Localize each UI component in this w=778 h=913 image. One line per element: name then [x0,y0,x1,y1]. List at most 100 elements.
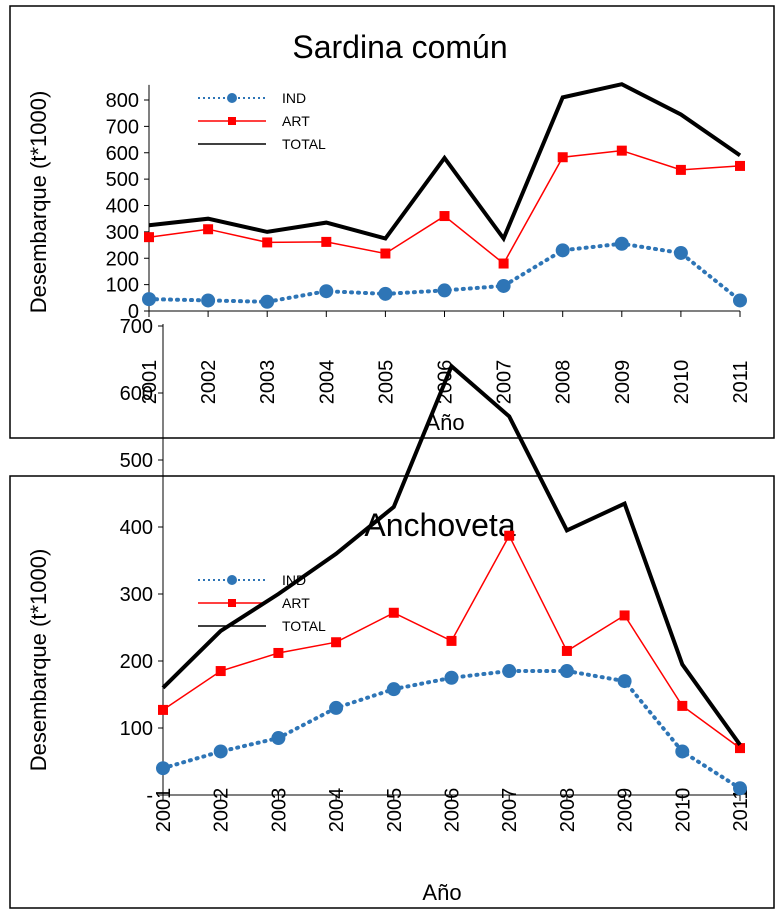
point-ind [213,744,228,759]
x-tick-label: 2009 [612,360,634,405]
y-tick-label: 200 [120,651,153,673]
point-art [203,224,214,235]
series-line-total [148,82,742,243]
y-tick-label: 800 [106,90,139,112]
x-tick-label: 2011 [730,360,752,403]
point-art [144,232,154,243]
point-ind [733,293,747,308]
x-tick-label: 2010 [671,360,693,405]
y-tick-label: 600 [106,143,139,165]
legend-marker-ind [227,575,237,585]
point-ind [614,236,629,251]
legend-label-ind: IND [282,572,306,588]
series-line-ind [161,669,742,791]
series-line-art [148,149,741,265]
point-ind [555,243,570,258]
y-tick-label: 600 [120,383,153,405]
point-ind [496,278,511,293]
x-tick-label: 2005 [384,788,406,833]
y-tick-label: 500 [106,169,139,191]
point-art [677,700,688,711]
point-art [504,530,515,541]
point-art [675,164,686,175]
point-ind [319,284,334,299]
point-art [498,258,509,269]
point-art [557,152,568,163]
chart-frame-1 [9,5,775,439]
point-ind [502,664,517,679]
point-art [273,647,284,658]
legend-marker-art [228,117,236,125]
y-tick-label: - [146,785,153,807]
x-tick-label: 2001 [153,788,175,833]
point-ind [673,245,688,260]
point-ind [142,292,156,307]
x-tick-label: 2001 [139,360,161,405]
point-ind [260,294,275,309]
chart-2: - 100 200 300 400 500 600 700 2001 2002 2003 2004 20… [120,316,752,832]
y-tick-label: 100 [106,275,139,297]
y-tick-label: 400 [120,517,153,539]
point-art [561,645,572,656]
legend-label-total: TOTAL [282,136,326,152]
point-art [388,607,399,618]
point-ind [733,781,747,796]
x-tick-label: 2007 [499,788,521,833]
point-ind [559,664,574,679]
x-tick-label: 2007 [494,360,516,405]
x-tick-label: 2011 [730,788,752,831]
y-axis-label-2: Desembarque (t*1000) [26,549,51,772]
chart-title-1: Sardina común [292,29,507,65]
y-tick-label: 200 [106,248,139,270]
y-tick-label: 400 [106,196,139,218]
y-tick-label: 100 [120,718,153,740]
legend-label-total: TOTAL [282,618,326,634]
x-tick-label: 2002 [198,360,220,405]
y-tick-label: 0 [128,301,139,323]
point-art [446,635,457,646]
point-ind [386,682,401,697]
point-ind [378,286,393,301]
point-art [262,237,273,248]
y-tick-label: 500 [120,450,153,472]
x-tick-label: 2004 [316,360,338,405]
legend-marker-art [228,599,236,607]
x-tick-label: 2003 [257,360,279,405]
point-art [331,637,342,648]
y-tick-label: 700 [120,316,153,338]
chart-frame-2 [9,475,775,909]
point-ind [617,674,632,689]
y-tick-label: 300 [120,584,153,606]
legend-label-ind: IND [282,90,306,106]
x-tick-label: 2002 [211,788,233,833]
point-art [735,743,745,754]
x-tick-label: 2010 [672,788,694,833]
x-tick-label: 2008 [557,788,579,833]
point-art [321,236,332,247]
x-axis-label-2: Año [422,880,461,905]
legend-label-art: ART [282,595,310,611]
point-ind [675,744,690,759]
x-tick-label: 2003 [268,788,290,833]
point-ind [271,731,286,746]
point-art [616,145,627,156]
point-art [380,248,391,259]
point-art [158,704,168,715]
point-ind [444,670,459,685]
x-tick-label: 2008 [553,360,575,405]
point-ind [201,293,216,308]
y-tick-label: 700 [106,116,139,138]
x-tick-label: 2006 [442,788,464,833]
point-ind [437,283,452,298]
legend-marker-ind [227,93,237,103]
point-art [735,160,745,171]
legend-label-art: ART [282,113,310,129]
chart-1: 0 100 200 300 400 500 600 700 800 2001 2002 2003 200… [106,82,752,405]
x-tick-label: 2009 [615,788,637,833]
y-tick-label: 300 [106,222,139,244]
point-art [215,666,226,677]
chart-title-2: Anchoveta [364,507,515,543]
series-line-total [161,362,742,746]
point-ind [156,761,170,776]
